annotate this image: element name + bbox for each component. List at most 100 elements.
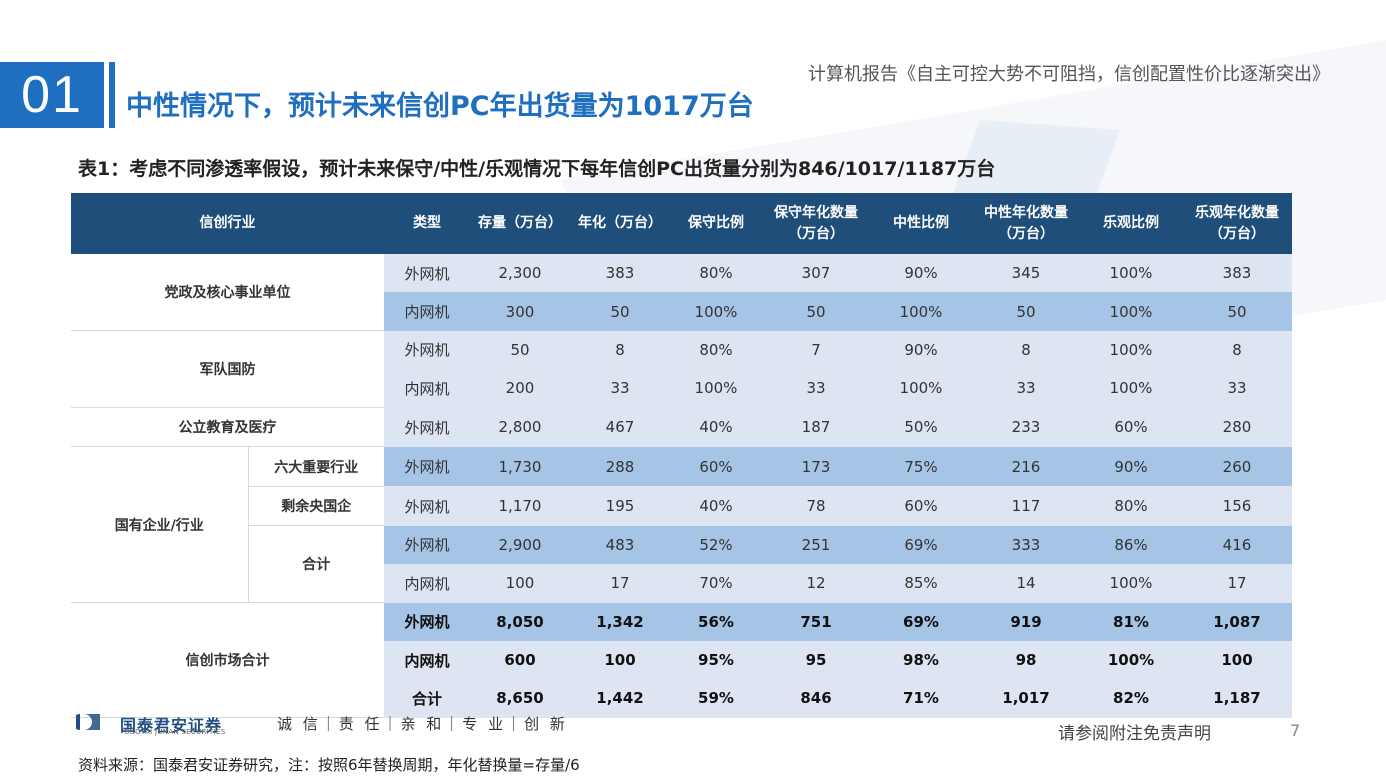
value-cell: 2,300	[470, 254, 570, 293]
table-row: 内网机 600 100 95% 95 98% 98 100% 100	[71, 640, 1292, 680]
shipment-table: 信创行业 类型 存量（万台） 年化（万台） 保守比例 保守年化数量（万台） 中性…	[71, 193, 1292, 719]
value-cell: 200	[470, 369, 570, 408]
header-neut-qty: 中性年化数量（万台）	[972, 193, 1080, 254]
header-opt-ratio: 乐观比例	[1080, 193, 1182, 254]
value-cell: 82%	[1080, 679, 1182, 718]
header-opt-qty: 乐观年化数量（万台）	[1182, 193, 1292, 254]
value-cell: 100	[1182, 640, 1292, 680]
value-cell: 12	[762, 564, 870, 603]
industry-soe-rest: 剩余央国企	[247, 486, 384, 527]
report-title: 计算机报告《自主可控大势不可阻挡，信创配置性价比逐渐突出》	[808, 64, 1330, 85]
table-row: 国有企业/行业 六大重要行业 外网机 1,730 288 60% 173 75% 216 90…	[71, 446, 1292, 604]
value-cell: 60%	[1080, 407, 1182, 447]
value-cell: 33	[762, 369, 870, 408]
header-industry: 信创行业	[71, 193, 384, 254]
industry-gov: 党政及核心事业单位	[71, 254, 384, 332]
value-cell: 100%	[870, 292, 972, 331]
table-row: 公立教育及医疗 外网机 2,800 467 40% 187 50% 233 60% 280	[71, 407, 1292, 448]
value-cell: 307	[762, 254, 870, 293]
source-note: 资料来源：国泰君安证券研究，注：按照6年替换周期，年化替换量=存量/6	[78, 756, 580, 774]
value-cell: 1,187	[1182, 679, 1292, 718]
type-cell: 内网机	[384, 292, 470, 331]
value-cell: 1,087	[1182, 602, 1292, 641]
value-cell: 40%	[670, 486, 762, 526]
value-cell: 117	[972, 486, 1080, 526]
value-cell: 95%	[670, 640, 762, 680]
value-cell: 95	[762, 640, 870, 680]
value-cell: 40%	[670, 407, 762, 447]
value-cell: 156	[1182, 486, 1292, 526]
header-annual: 年化（万台）	[570, 193, 670, 254]
header-type: 类型	[384, 193, 470, 254]
type-cell: 外网机	[384, 525, 470, 565]
value-cell: 60%	[670, 446, 762, 487]
value-cell: 80%	[1080, 486, 1182, 526]
value-cell: 1,017	[972, 679, 1080, 718]
value-cell: 100%	[670, 292, 762, 331]
industry-market-total: 信创市场合计	[71, 602, 384, 719]
value-cell: 33	[570, 369, 670, 408]
value-cell: 300	[470, 292, 570, 331]
value-cell: 7	[762, 330, 870, 370]
table-row: 信创市场合计 外网机 8,050 1,342 56% 751 69% 919 81% 1,087	[71, 602, 1292, 719]
type-cell: 外网机	[384, 486, 470, 526]
value-cell: 100%	[1080, 254, 1182, 293]
value-cell: 2,900	[470, 525, 570, 565]
value-cell: 100%	[1080, 564, 1182, 603]
industry-soe-six: 六大重要行业	[247, 446, 384, 487]
value-cell: 98%	[870, 640, 972, 680]
value-cell: 467	[570, 407, 670, 447]
value-cell: 14	[972, 564, 1080, 603]
value-cell: 2,800	[470, 407, 570, 447]
table-caption: 表1：考虑不同渗透率假设，预计未来保守/中性/乐观情况下每年信创PC出货量分别为…	[78, 158, 996, 180]
value-cell: 86%	[1080, 525, 1182, 565]
value-cell: 216	[972, 446, 1080, 487]
value-cell: 288	[570, 446, 670, 487]
type-cell: 外网机	[384, 602, 470, 641]
value-cell: 52%	[670, 525, 762, 565]
table-row: 军队国防 外网机 50 8 80% 7 90% 8 100% 8	[71, 330, 1292, 409]
table-row: 内网机 200 33 100% 33 100% 33 100% 33	[71, 369, 1292, 408]
value-cell: 56%	[670, 602, 762, 641]
value-cell: 17	[1182, 564, 1292, 603]
value-cell: 50	[972, 292, 1080, 331]
value-cell: 69%	[870, 525, 972, 565]
industry-military: 军队国防	[71, 330, 384, 409]
value-cell: 69%	[870, 602, 972, 641]
value-cell: 85%	[870, 564, 972, 603]
table-row: 内网机 100 17 70% 12 85% 14 100% 17	[71, 564, 1292, 603]
company-logo-icon	[76, 714, 100, 730]
industry-soe-total: 合计	[247, 525, 384, 604]
value-cell: 71%	[870, 679, 972, 718]
value-cell: 60%	[870, 486, 972, 526]
value-cell: 98	[972, 640, 1080, 680]
company-brand-en: GUOTAI JUNAN SECURITIES	[124, 728, 226, 736]
type-cell: 内网机	[384, 369, 470, 408]
value-cell: 383	[1182, 254, 1292, 293]
value-cell: 8,050	[470, 602, 570, 641]
type-cell: 外网机	[384, 254, 470, 293]
value-cell: 345	[972, 254, 1080, 293]
value-cell: 17	[570, 564, 670, 603]
value-cell: 50	[570, 292, 670, 331]
type-cell: 外网机	[384, 330, 470, 370]
value-cell: 50	[762, 292, 870, 331]
table-header-row: 信创行业 类型 存量（万台） 年化（万台） 保守比例 保守年化数量（万台） 中性…	[71, 193, 1292, 254]
value-cell: 1,342	[570, 602, 670, 641]
value-cell: 251	[762, 525, 870, 565]
value-cell: 280	[1182, 407, 1292, 447]
value-cell: 81%	[1080, 602, 1182, 641]
value-cell: 70%	[670, 564, 762, 603]
header-stock: 存量（万台）	[470, 193, 570, 254]
value-cell: 100%	[1080, 330, 1182, 370]
value-cell: 100%	[1080, 369, 1182, 408]
value-cell: 1,442	[570, 679, 670, 718]
value-cell: 78	[762, 486, 870, 526]
value-cell: 173	[762, 446, 870, 487]
section-divider	[109, 62, 115, 128]
value-cell: 383	[570, 254, 670, 293]
value-cell: 33	[972, 369, 1080, 408]
value-cell: 50	[1182, 292, 1292, 331]
value-cell: 59%	[670, 679, 762, 718]
value-cell: 100%	[1080, 640, 1182, 680]
